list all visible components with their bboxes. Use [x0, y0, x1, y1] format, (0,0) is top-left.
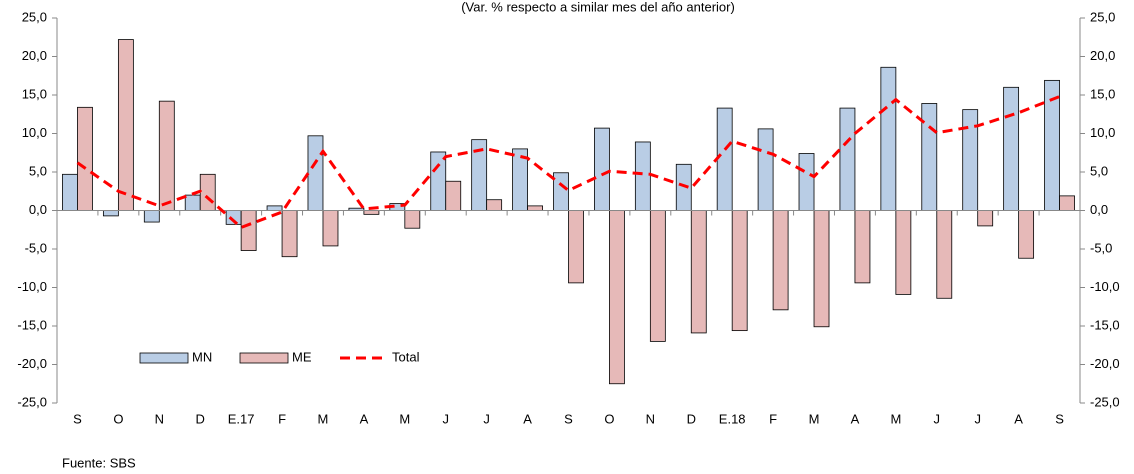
bar — [404, 210, 421, 229]
x-tick-label: S — [73, 411, 82, 426]
y-tick-label: -15,0 — [17, 317, 47, 332]
y-tick-label: 25,0 — [22, 9, 47, 24]
bar — [143, 210, 160, 223]
bar — [553, 172, 569, 211]
x-tick-label: N — [646, 411, 655, 426]
bar — [798, 153, 815, 211]
y2-tick-label: 0,0 — [1090, 202, 1108, 217]
legend-label: ME — [292, 349, 312, 364]
x-tick-label: O — [113, 411, 123, 426]
bar — [813, 210, 830, 328]
bar — [854, 210, 871, 284]
y2-tick-label: 5,0 — [1090, 163, 1108, 178]
bar — [184, 194, 201, 211]
y2-tick-label: 15,0 — [1090, 86, 1115, 101]
chart-subtitle: (Var. % respecto a similar mes del año a… — [461, 0, 735, 14]
bar — [921, 103, 938, 211]
line-series — [76, 95, 1061, 230]
bar — [199, 173, 216, 211]
bar — [307, 135, 324, 211]
y-tick-label: -25,0 — [17, 394, 47, 409]
x-tick-label: S — [1055, 411, 1064, 426]
bar — [486, 199, 503, 211]
y2-tick-label: 20,0 — [1090, 48, 1115, 63]
y2-tick-label: -20,0 — [1090, 356, 1120, 371]
bar — [117, 39, 134, 211]
x-tick-label: J — [442, 411, 449, 426]
y2-tick-label: -15,0 — [1090, 317, 1120, 332]
bar — [281, 210, 298, 258]
bar — [62, 173, 78, 211]
bar — [1059, 195, 1075, 211]
y2-tick-label: 10,0 — [1090, 125, 1115, 140]
x-tick-label: O — [604, 411, 614, 426]
bar — [77, 106, 93, 211]
y-tick-label: -10,0 — [17, 279, 47, 294]
x-tick-label: M — [890, 411, 901, 426]
y-tick-label: 15,0 — [22, 86, 47, 101]
y2-tick-label: -5,0 — [1090, 240, 1112, 255]
x-tick-label: F — [769, 411, 777, 426]
x-tick-label: J — [483, 411, 490, 426]
bar — [977, 210, 994, 227]
bar — [895, 210, 912, 295]
legend-swatch — [239, 352, 289, 364]
bar — [690, 210, 707, 334]
x-tick-label: A — [360, 411, 369, 426]
bar — [102, 210, 119, 217]
bar — [445, 180, 462, 211]
x-tick-label: J — [974, 411, 981, 426]
bar — [1003, 86, 1020, 211]
bar — [322, 210, 339, 247]
y-tick-label: -20,0 — [17, 356, 47, 371]
x-tick-label: A — [851, 411, 860, 426]
bar — [839, 107, 856, 211]
bar — [716, 107, 733, 211]
bar — [363, 210, 380, 215]
x-tick-label: E.17 — [228, 411, 255, 426]
x-tick-label: M — [809, 411, 820, 426]
bar — [731, 210, 748, 332]
x-tick-label: M — [318, 411, 329, 426]
legend-label: Total — [392, 349, 420, 364]
bar — [1018, 210, 1035, 259]
x-tick-label: J — [934, 411, 941, 426]
source-note: Fuente: SBS — [62, 455, 136, 470]
y2-tick-label: -25,0 — [1090, 394, 1120, 409]
bar — [266, 205, 283, 211]
y-tick-label: 5,0 — [29, 163, 47, 178]
legend-swatch — [139, 352, 189, 364]
bar — [757, 128, 774, 211]
bar — [634, 141, 651, 211]
y-tick-label: 0,0 — [29, 202, 47, 217]
x-tick-label: D — [196, 411, 205, 426]
bar — [936, 210, 953, 299]
bar — [594, 127, 610, 211]
x-tick-label: N — [155, 411, 164, 426]
y2-tick-label: -10,0 — [1090, 279, 1120, 294]
y-tick-label: 10,0 — [22, 125, 47, 140]
legend-label: MN — [192, 349, 212, 364]
bar — [240, 210, 257, 251]
x-tick-label: D — [687, 411, 696, 426]
y2-tick-label: 25,0 — [1090, 9, 1115, 24]
bar — [772, 210, 789, 311]
x-tick-label: F — [278, 411, 286, 426]
y-tick-label: -5,0 — [25, 240, 47, 255]
bar — [649, 210, 666, 342]
bar — [609, 210, 625, 385]
bar — [568, 210, 584, 284]
bar — [430, 151, 447, 211]
bar — [880, 66, 897, 211]
bar — [527, 205, 543, 211]
x-tick-label: M — [399, 411, 410, 426]
bar — [675, 163, 692, 211]
x-tick-label: A — [1014, 411, 1023, 426]
y-tick-label: 20,0 — [22, 48, 47, 63]
bar — [158, 100, 175, 211]
x-tick-label: S — [564, 411, 573, 426]
x-tick-label: E.18 — [719, 411, 746, 426]
x-tick-label: A — [523, 411, 532, 426]
